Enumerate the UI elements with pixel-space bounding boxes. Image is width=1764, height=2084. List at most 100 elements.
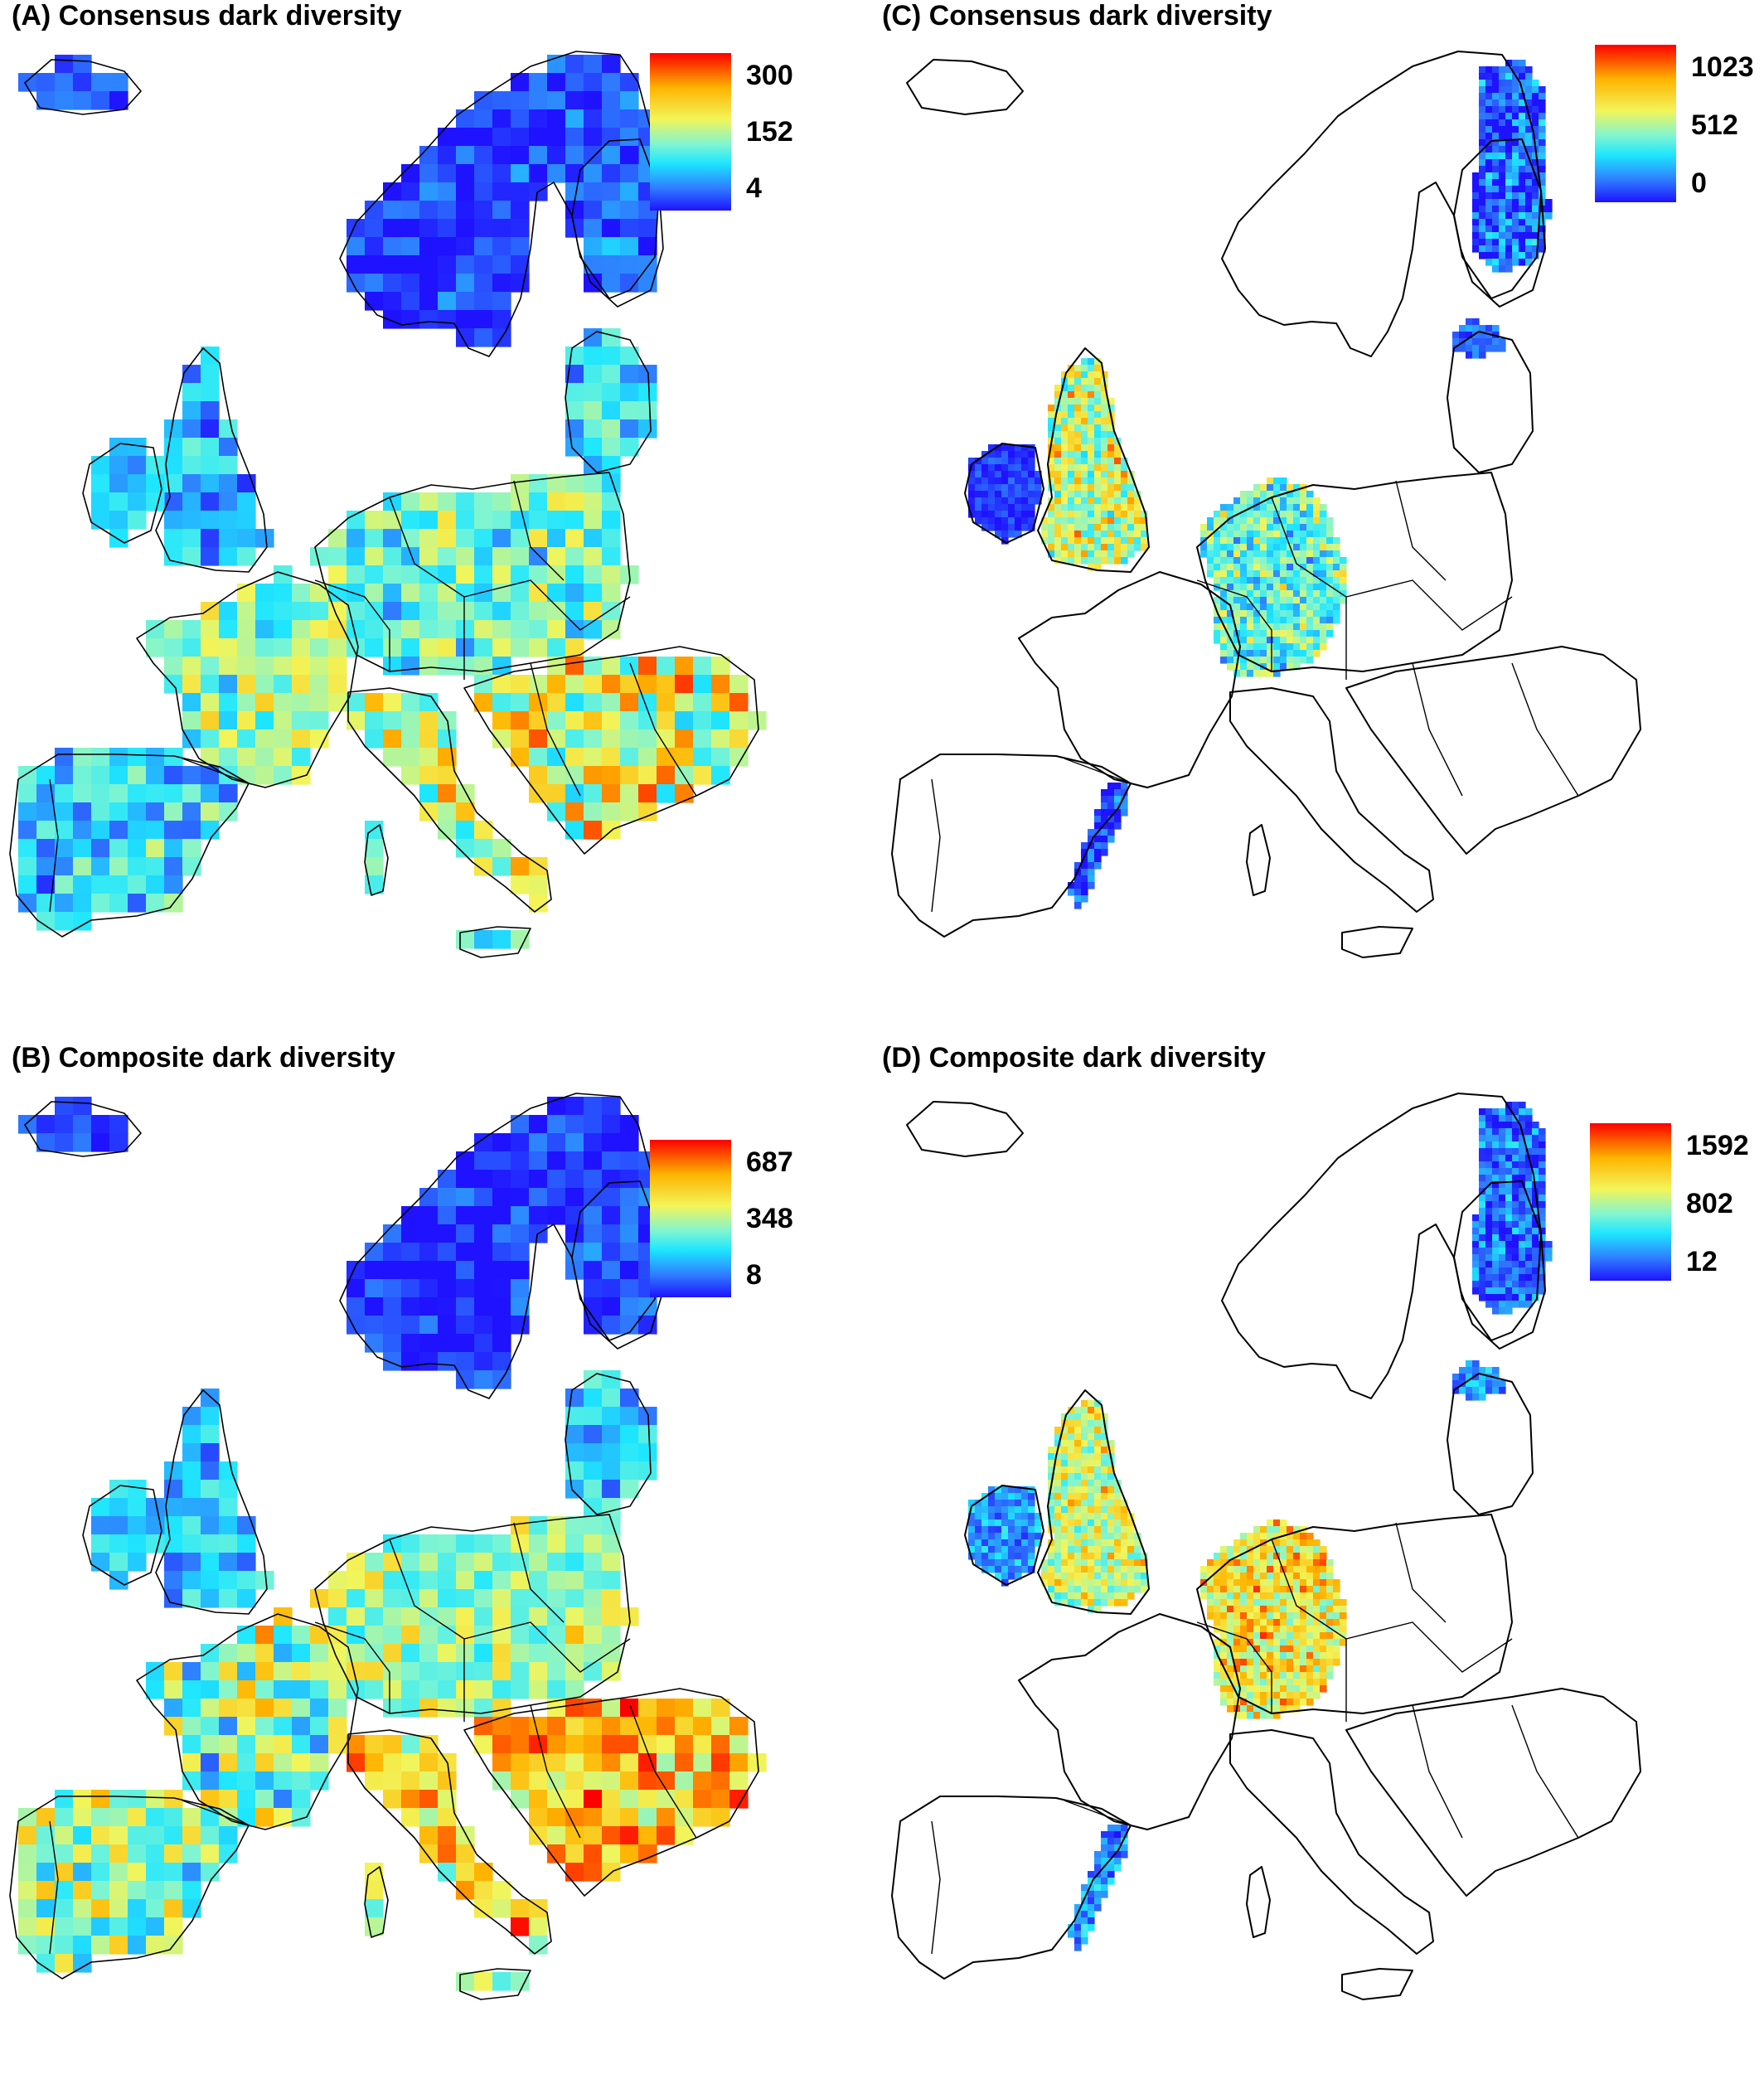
grid-cell [511, 1206, 530, 1225]
grid-cell [438, 766, 457, 785]
grid-cell [1492, 1141, 1500, 1149]
coastline-iberia [891, 754, 1132, 938]
country-border [1271, 1539, 1347, 1722]
coastline-france [136, 571, 359, 788]
grid-cell [1061, 1486, 1069, 1494]
grid-cell [1041, 1559, 1049, 1567]
grid-cell [419, 182, 439, 201]
grid-cell [1121, 1851, 1128, 1859]
grid-cell [1074, 889, 1082, 896]
country-border [513, 480, 565, 581]
grid-cell [1287, 617, 1294, 624]
grid-cell [1054, 1573, 1062, 1580]
grid-cell [1525, 1208, 1533, 1215]
grid-cell [1253, 1539, 1261, 1547]
grid-cell [1260, 657, 1267, 664]
grid-cell [1492, 1228, 1500, 1235]
grid-cell [456, 219, 475, 238]
grid-cell [1293, 637, 1301, 644]
grid-cell [1485, 166, 1493, 173]
country-border [931, 778, 941, 913]
grid-cell [1306, 617, 1314, 624]
grid-cell [365, 201, 384, 220]
grid-cell [346, 584, 366, 603]
grid-cell [1094, 1519, 1102, 1527]
grid-cell [1088, 1480, 1095, 1487]
grid-cell [1247, 1566, 1254, 1573]
grid-cell [255, 729, 274, 749]
grid-cell [1333, 564, 1340, 571]
grid-cell [1300, 570, 1307, 578]
grid-cell [1306, 1659, 1314, 1666]
grid-cell [1333, 1579, 1340, 1587]
grid-cell [1074, 1546, 1082, 1553]
grid-cell [456, 529, 475, 548]
grid-cell [492, 638, 511, 657]
grid-cell [1107, 1460, 1115, 1467]
grid-cell [602, 1699, 621, 1718]
grid-cell [511, 547, 530, 566]
grid-cell [1280, 1672, 1287, 1679]
grid-cell [565, 1717, 584, 1736]
grid-cell [1088, 1553, 1095, 1560]
grid-cell [1247, 1692, 1254, 1699]
grid-cell [401, 1808, 420, 1827]
grid-cell [620, 1425, 639, 1444]
grid-cell [1101, 1586, 1108, 1593]
grid-cell [1094, 1533, 1102, 1540]
grid-cell [584, 128, 603, 147]
grid-cell [584, 529, 603, 548]
grid-cell [438, 1662, 457, 1681]
grid-cell [36, 1954, 56, 1973]
grid-cell [675, 711, 694, 730]
grid-cell [1273, 1679, 1281, 1686]
grid-cell [1293, 1659, 1301, 1666]
grid-cell [1519, 239, 1526, 246]
country-borders [9, 51, 759, 958]
grid-cell [201, 474, 220, 493]
grid-cell [995, 484, 1002, 492]
grid-cell [1028, 1526, 1035, 1534]
grid-cell [456, 146, 475, 165]
grid-cell [1326, 1599, 1334, 1607]
grid-cell [1472, 206, 1480, 213]
grid-cell [1340, 1639, 1347, 1646]
grid-cell [1061, 451, 1069, 458]
grid-cell [237, 547, 256, 566]
grid-cell [1233, 550, 1241, 558]
grid-cell [988, 1500, 996, 1507]
grid-cell [1008, 1553, 1015, 1560]
grid-cell [274, 711, 293, 730]
grid-cell [1134, 1579, 1141, 1587]
grid-cell [1088, 438, 1095, 445]
grid-cell [1240, 1586, 1248, 1593]
grid-cell [1260, 1533, 1267, 1540]
grid-cell [584, 1516, 603, 1535]
grid-cell [219, 620, 238, 639]
grid-cell [219, 1717, 238, 1736]
grid-cell [1293, 491, 1301, 498]
grid-cell [1479, 219, 1486, 226]
grid-cell [365, 1753, 384, 1772]
grid-cell [1512, 1188, 1519, 1195]
grid-cell [1525, 252, 1533, 259]
grid-cell [1293, 1699, 1301, 1706]
grid-cell [1300, 557, 1307, 565]
grid-cell [547, 802, 566, 821]
grid-cell [1227, 1546, 1234, 1553]
grid-cell [419, 1607, 439, 1626]
grid-cell [1200, 544, 1208, 551]
grid-cell [1479, 252, 1486, 259]
grid-cell [1293, 504, 1301, 511]
grid-cell [1333, 557, 1340, 565]
grid-cell [1048, 1513, 1055, 1520]
grid-cell [1267, 1705, 1274, 1713]
country-border [1196, 579, 1272, 671]
grid-cell [1532, 206, 1539, 213]
grid-cell [547, 1534, 566, 1553]
grid-cell [638, 219, 657, 238]
grid-cell [219, 693, 238, 712]
grid-cell [1505, 1161, 1513, 1169]
grid-cell [1220, 1553, 1228, 1560]
grid-cell [584, 602, 603, 621]
